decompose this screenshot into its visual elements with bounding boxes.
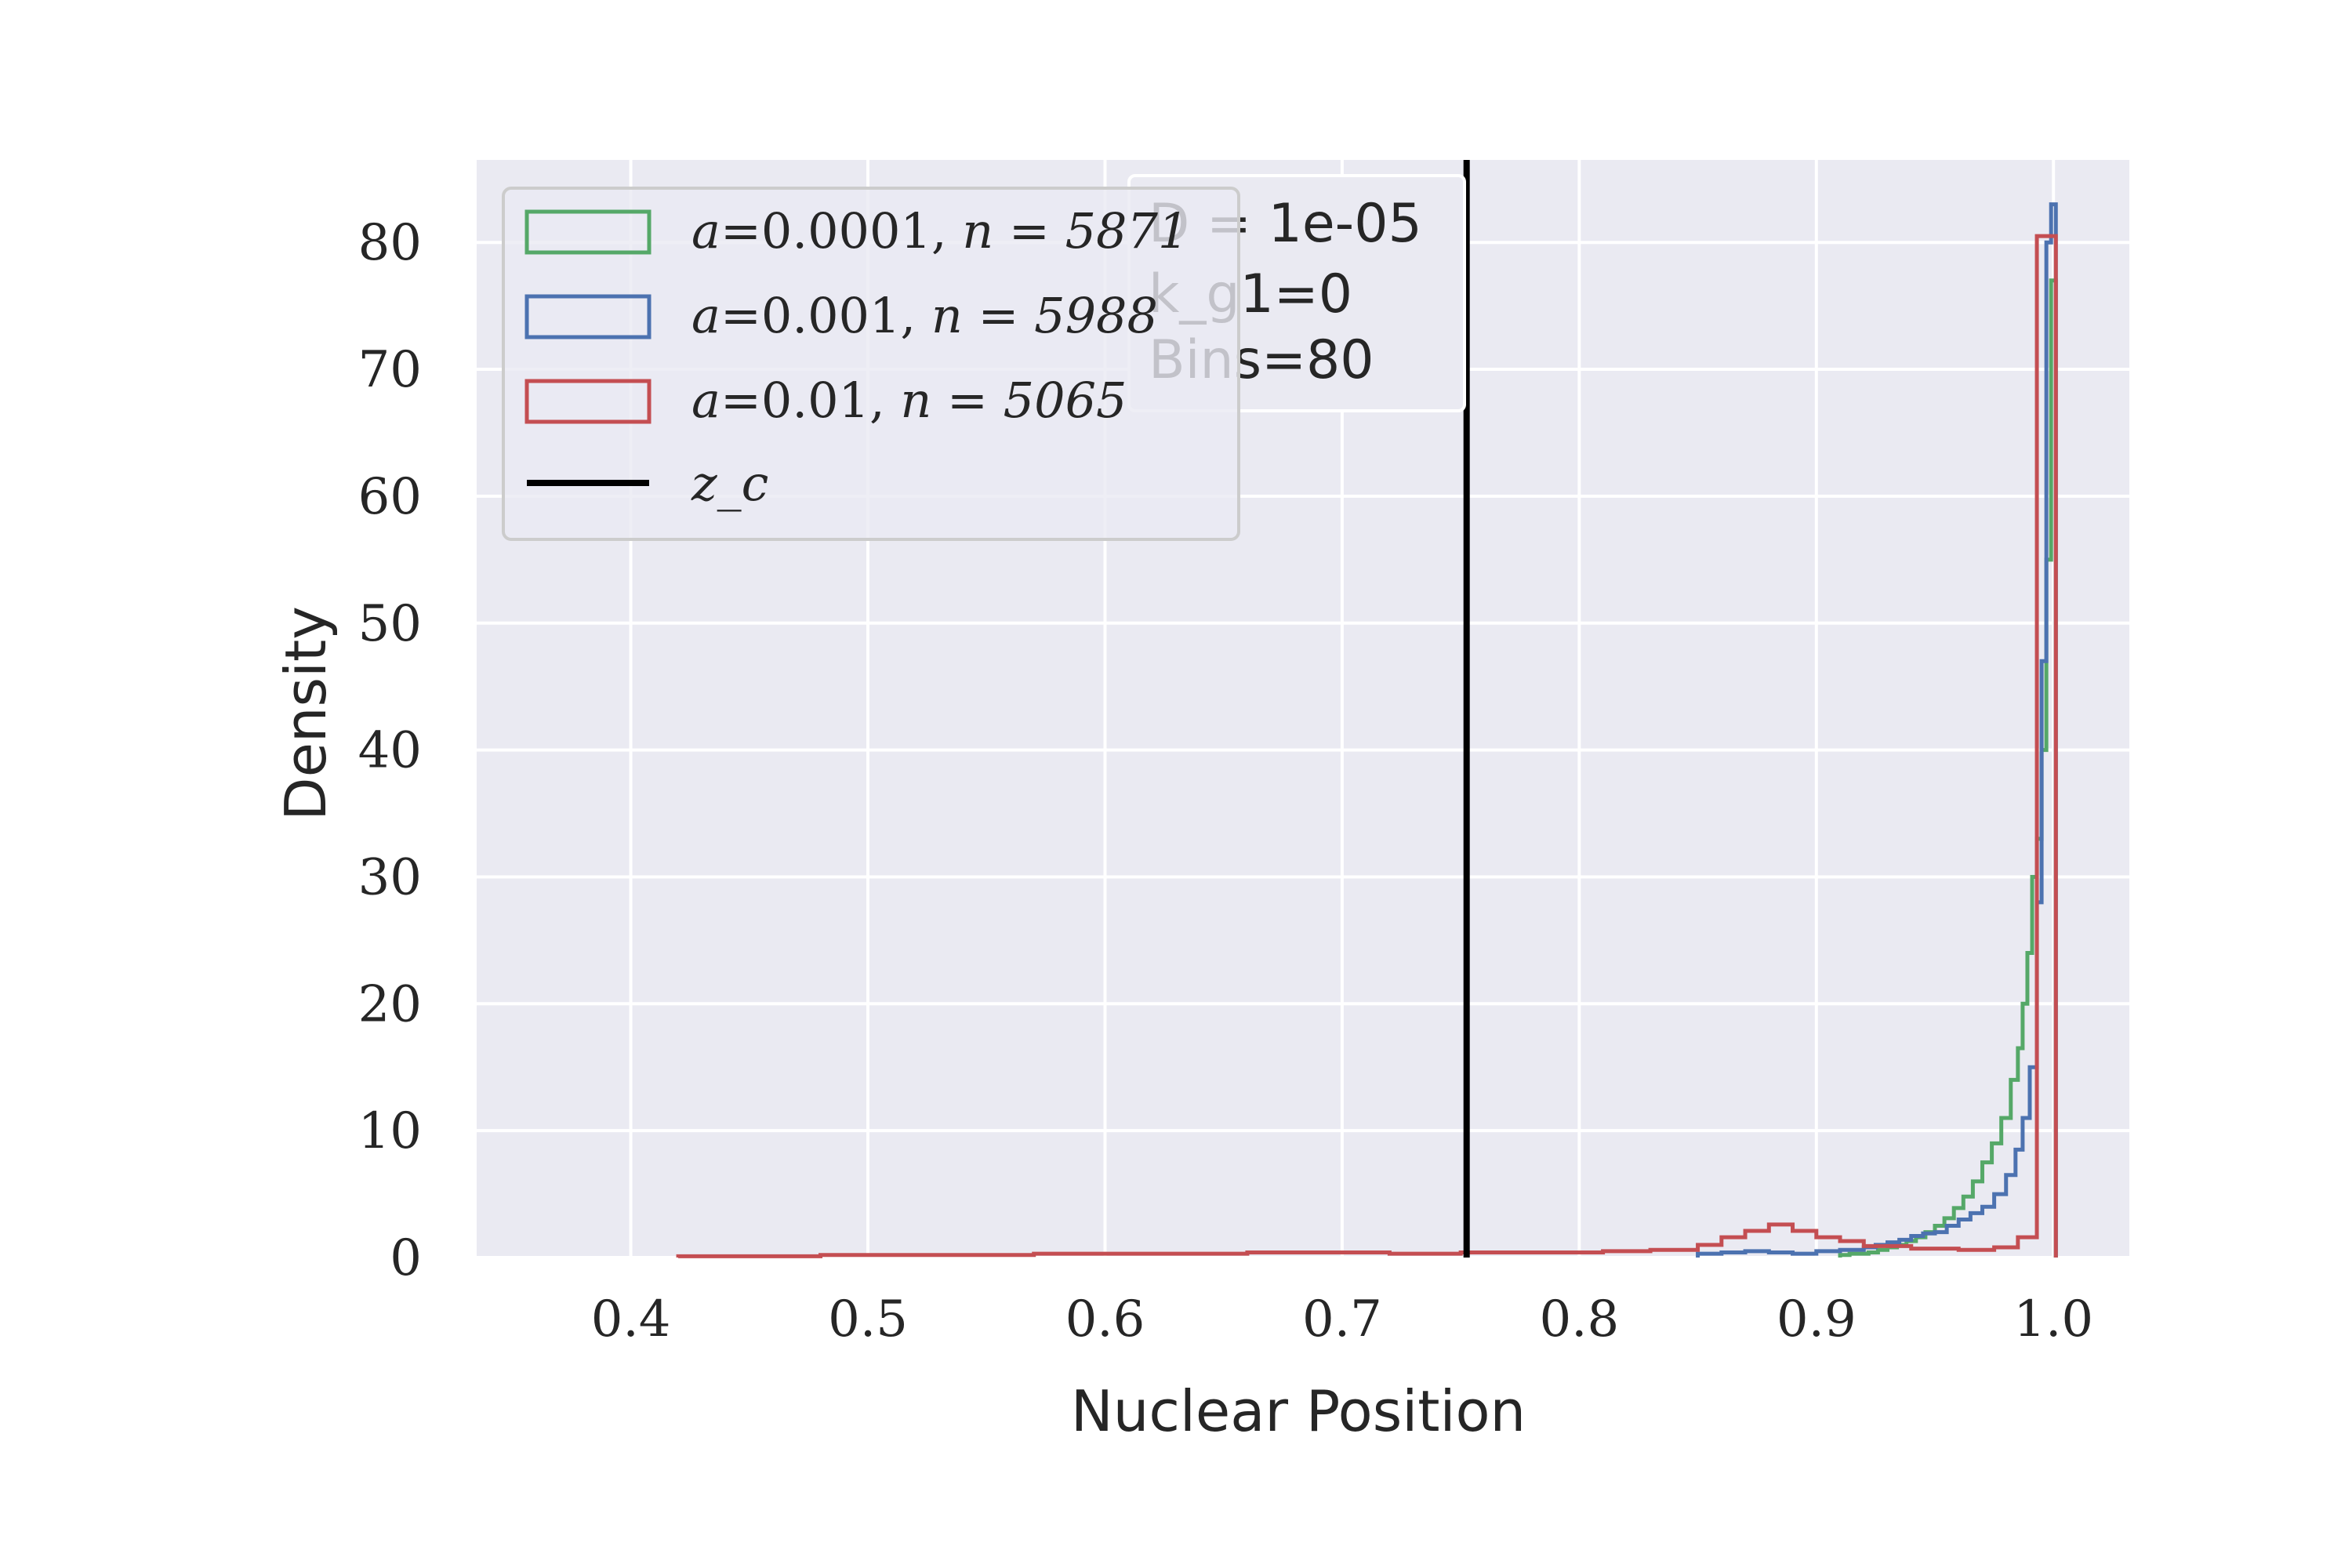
y-tick-label: 60: [358, 468, 422, 526]
x-tick-labels: 0.4 0.5 0.6 0.7 0.8 0.9 1.0: [591, 1290, 2093, 1348]
y-tick-label: 30: [358, 848, 422, 906]
x-tick-label: 0.6: [1065, 1290, 1145, 1348]
y-tick-label: 20: [358, 975, 422, 1033]
legend-label-zc: z_c: [691, 455, 768, 512]
x-axis-label: Nuclear Position: [1071, 1378, 1526, 1444]
x-tick-label: 1.0: [2013, 1290, 2093, 1348]
x-tick-label: 0.5: [828, 1290, 908, 1348]
x-tick-label: 0.9: [1777, 1290, 1857, 1348]
legend-label-a01: a=0.01, n = 5065: [691, 372, 1127, 429]
series-layer: [676, 202, 2058, 1258]
x-tick-label: 0.7: [1302, 1290, 1382, 1348]
legend-label-a001: a=0.001, n = 5988: [691, 287, 1158, 344]
y-tick-label: 70: [358, 341, 422, 399]
x-tick-label: 0.8: [1539, 1290, 1619, 1348]
legend-swatch-a001: [524, 294, 652, 339]
y-tick-label: 10: [358, 1102, 422, 1160]
y-tick-label: 0: [390, 1229, 422, 1287]
legend-label-a0001: a=0.0001, n = 5871: [691, 202, 1189, 260]
y-tick-labels: 0 10 20 30 40 50 60 70 80: [358, 214, 422, 1287]
y-axis-label: Density: [273, 606, 339, 821]
y-tick-label: 40: [358, 722, 422, 780]
legend: a=0.0001, n = 5871 a=0.001, n = 5988 a=0…: [502, 187, 1240, 541]
legend-swatch-a01: [524, 379, 652, 424]
x-tick-label: 0.4: [591, 1290, 671, 1348]
y-tick-label: 80: [358, 214, 422, 272]
legend-swatch-a0001: [524, 209, 652, 255]
y-tick-label: 50: [358, 595, 422, 653]
histogram-series-2: [676, 234, 2058, 1258]
